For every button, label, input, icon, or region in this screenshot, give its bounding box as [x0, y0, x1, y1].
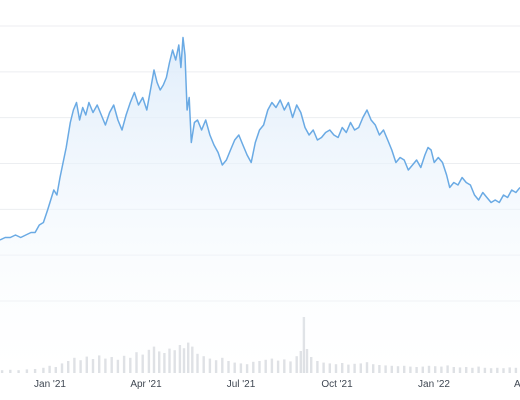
- x-tick-label: Jul '21: [227, 379, 256, 390]
- x-tick-label: A: [514, 379, 520, 390]
- x-tick-label: Apr '21: [130, 379, 162, 390]
- x-axis-ticks: Jan '21 Apr '21 Jul '21 Oct '21 Jan '22 …: [34, 379, 520, 390]
- x-tick-label: Oct '21: [321, 379, 353, 390]
- price-series-line: [0, 36, 520, 241]
- price-area: [0, 37, 520, 373]
- x-tick-label: Jan '22: [418, 379, 450, 390]
- x-tick-label: Jan '21: [34, 379, 66, 390]
